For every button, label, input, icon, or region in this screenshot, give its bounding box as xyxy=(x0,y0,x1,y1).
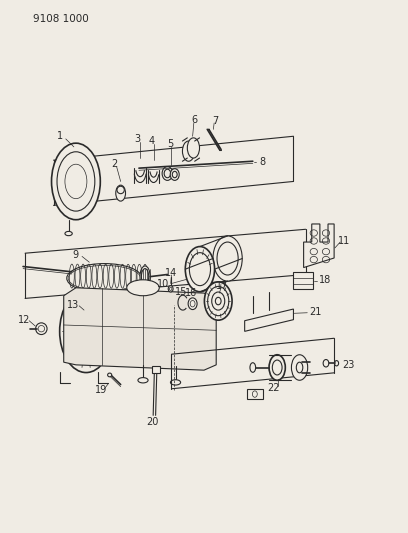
Text: 21: 21 xyxy=(309,307,321,317)
Text: 18: 18 xyxy=(319,276,331,285)
Ellipse shape xyxy=(170,168,179,180)
Ellipse shape xyxy=(162,166,173,180)
Text: 9108 1000: 9108 1000 xyxy=(33,14,89,25)
Ellipse shape xyxy=(116,185,126,201)
Ellipse shape xyxy=(51,143,100,220)
Text: 19: 19 xyxy=(95,385,108,395)
Text: 7: 7 xyxy=(212,116,219,126)
Polygon shape xyxy=(245,309,293,332)
Ellipse shape xyxy=(108,373,112,377)
Ellipse shape xyxy=(291,355,308,380)
Ellipse shape xyxy=(250,363,256,372)
Text: 10: 10 xyxy=(157,279,169,288)
Text: 17: 17 xyxy=(216,281,228,290)
Ellipse shape xyxy=(204,282,232,320)
Ellipse shape xyxy=(213,236,242,281)
Ellipse shape xyxy=(117,186,124,193)
Ellipse shape xyxy=(171,379,181,385)
Ellipse shape xyxy=(269,355,285,380)
Text: 8: 8 xyxy=(259,157,265,167)
Text: 6: 6 xyxy=(192,115,198,125)
Ellipse shape xyxy=(57,152,95,211)
Text: 3: 3 xyxy=(134,134,140,144)
Ellipse shape xyxy=(164,169,171,177)
Text: 11: 11 xyxy=(338,236,350,246)
Text: 22: 22 xyxy=(268,383,280,393)
Polygon shape xyxy=(64,288,216,370)
Ellipse shape xyxy=(60,290,113,373)
Text: 20: 20 xyxy=(146,417,158,427)
Ellipse shape xyxy=(323,360,329,367)
Ellipse shape xyxy=(127,280,159,296)
Ellipse shape xyxy=(188,298,197,310)
Text: 13: 13 xyxy=(67,300,79,310)
Ellipse shape xyxy=(168,286,173,292)
Ellipse shape xyxy=(185,247,215,292)
Ellipse shape xyxy=(35,323,47,335)
Text: 4: 4 xyxy=(149,136,155,146)
Ellipse shape xyxy=(187,138,200,158)
Text: 23: 23 xyxy=(342,360,355,370)
Text: 5: 5 xyxy=(168,139,174,149)
Ellipse shape xyxy=(172,171,177,177)
Text: 1: 1 xyxy=(57,131,63,141)
Text: 2: 2 xyxy=(111,159,118,169)
Ellipse shape xyxy=(182,141,195,161)
Ellipse shape xyxy=(65,164,87,199)
Text: 15: 15 xyxy=(175,287,188,297)
Text: 12: 12 xyxy=(18,314,31,325)
Bar xyxy=(151,367,160,373)
Ellipse shape xyxy=(138,377,148,383)
Bar xyxy=(247,389,263,399)
Polygon shape xyxy=(304,224,334,268)
Text: 9: 9 xyxy=(73,250,79,260)
Text: 16: 16 xyxy=(185,288,197,298)
Bar xyxy=(293,272,313,289)
Ellipse shape xyxy=(140,266,150,287)
Text: 14: 14 xyxy=(165,268,177,278)
